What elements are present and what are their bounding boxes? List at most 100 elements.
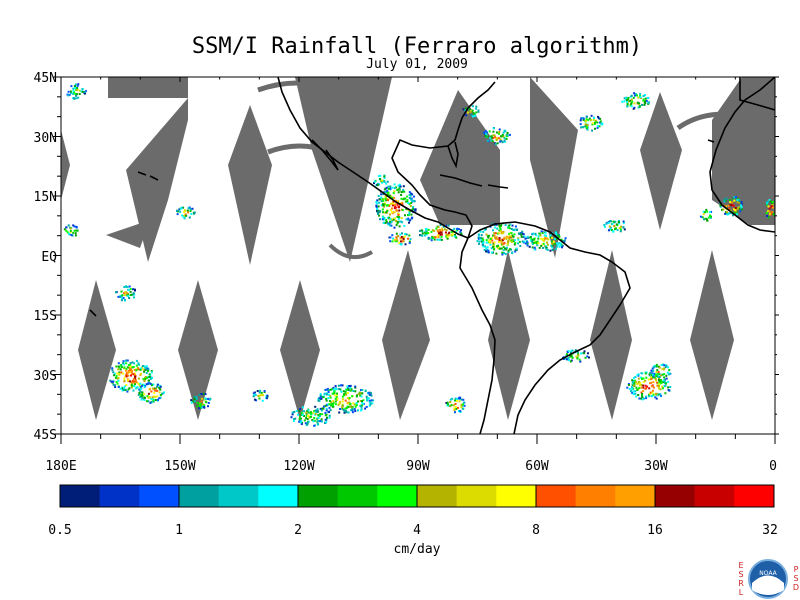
rain-pixel xyxy=(204,397,207,400)
rain-pixel xyxy=(124,375,127,378)
rain-pixel xyxy=(644,379,647,382)
rain-pixel xyxy=(131,372,134,375)
rain-pixel xyxy=(75,226,78,229)
coastline xyxy=(709,77,775,233)
rain-pixel xyxy=(664,366,667,369)
rain-pixel xyxy=(398,209,401,212)
rain-pixel xyxy=(72,91,75,93)
no-data-swath xyxy=(530,77,578,258)
rain-pixel xyxy=(364,389,367,392)
rain-pixel xyxy=(426,232,429,234)
rain-pixel xyxy=(733,211,736,214)
no-data-swath xyxy=(61,130,70,200)
rain-pixel xyxy=(150,384,153,387)
rain-pixel xyxy=(153,387,156,390)
rain-pixel xyxy=(375,201,378,204)
no-data-swath xyxy=(420,90,500,225)
rain-pixel xyxy=(314,405,317,408)
rain-pixel xyxy=(118,373,121,376)
rain-pixel xyxy=(343,410,346,413)
rain-pixel xyxy=(736,199,739,202)
rain-pixel xyxy=(657,371,660,374)
rain-pixel xyxy=(458,397,461,400)
rain-pixel xyxy=(398,187,401,190)
rain-pixel xyxy=(460,398,463,401)
rain-pixel xyxy=(386,209,389,212)
rain-pixel xyxy=(391,196,394,199)
rain-pixel xyxy=(380,196,383,199)
rain-pixel xyxy=(327,397,330,400)
rain-pixel xyxy=(649,391,652,394)
lon-label: 120W xyxy=(283,459,314,474)
rain-pixel xyxy=(335,388,338,391)
rain-pixel xyxy=(535,241,538,244)
rain-pixel xyxy=(457,406,459,409)
rain-pixel xyxy=(73,97,76,100)
rain-pixel xyxy=(354,386,357,389)
rain-pixel xyxy=(521,240,524,243)
rain-pixel xyxy=(458,400,461,403)
rain-pixel xyxy=(657,379,660,382)
rain-pixel xyxy=(452,404,455,407)
rain-pixel xyxy=(322,405,325,408)
rain-pixel xyxy=(147,379,150,382)
rain-pixel xyxy=(414,209,417,212)
rain-pixel xyxy=(508,235,511,238)
rain-pixel xyxy=(355,395,358,398)
rain-pixel xyxy=(482,241,485,244)
rain-pixel xyxy=(455,408,458,410)
rain-pixel xyxy=(122,361,125,364)
rain-pixel xyxy=(580,117,583,120)
rain-pixel xyxy=(518,232,520,235)
rain-pixel xyxy=(383,188,386,191)
rain-pixel xyxy=(441,227,444,230)
rain-pixel xyxy=(117,368,120,371)
rain-pixel xyxy=(390,218,393,221)
rain-pixel xyxy=(445,224,448,227)
rain-pixel xyxy=(384,197,387,200)
rain-pixel xyxy=(557,243,559,246)
rain-pixel xyxy=(446,236,449,239)
rain-pixel xyxy=(398,183,401,186)
rain-pixel xyxy=(393,211,396,214)
rain-pixel xyxy=(501,134,504,137)
rain-pixel xyxy=(334,394,337,397)
rain-pixel xyxy=(385,182,388,185)
rain-pixel xyxy=(193,400,196,403)
no-data-swath-edge xyxy=(328,243,374,260)
rain-pixel xyxy=(503,241,506,244)
colorbar-swatch xyxy=(99,485,140,507)
rain-pixel xyxy=(633,381,636,384)
rain-pixel xyxy=(446,403,449,406)
rain-pixel xyxy=(641,394,643,396)
rain-pixel xyxy=(547,238,550,241)
rain-pixel xyxy=(489,243,492,246)
rain-pixel xyxy=(639,96,642,99)
rain-pixel xyxy=(378,214,381,217)
rain-pixel xyxy=(513,239,516,242)
rain-pixel xyxy=(499,228,502,231)
rain-pixel xyxy=(441,229,444,232)
rain-pixel xyxy=(139,382,142,385)
rain-pixel xyxy=(453,235,456,238)
rain-pixel xyxy=(72,89,75,92)
rain-pixel xyxy=(643,103,646,106)
rain-pixel xyxy=(734,209,736,212)
rain-pixel xyxy=(306,410,309,413)
rain-pixel xyxy=(495,236,498,239)
rain-pixel xyxy=(121,387,124,390)
rain-pixel xyxy=(577,353,580,356)
rain-pixel xyxy=(449,401,452,403)
colorbar-swatch xyxy=(615,485,656,507)
rain-pixel xyxy=(492,134,495,137)
rain-pixel xyxy=(457,410,460,413)
rain-pixel xyxy=(311,412,314,415)
rain-pixel xyxy=(634,379,636,382)
rain-pixel xyxy=(645,99,648,102)
colorbar-tick-label: 16 xyxy=(647,523,663,538)
rain-pixel xyxy=(645,387,648,390)
rain-pixel xyxy=(616,229,619,231)
rain-pixel xyxy=(666,371,669,374)
rain-pixel xyxy=(77,96,80,99)
rain-pixel xyxy=(354,390,357,393)
